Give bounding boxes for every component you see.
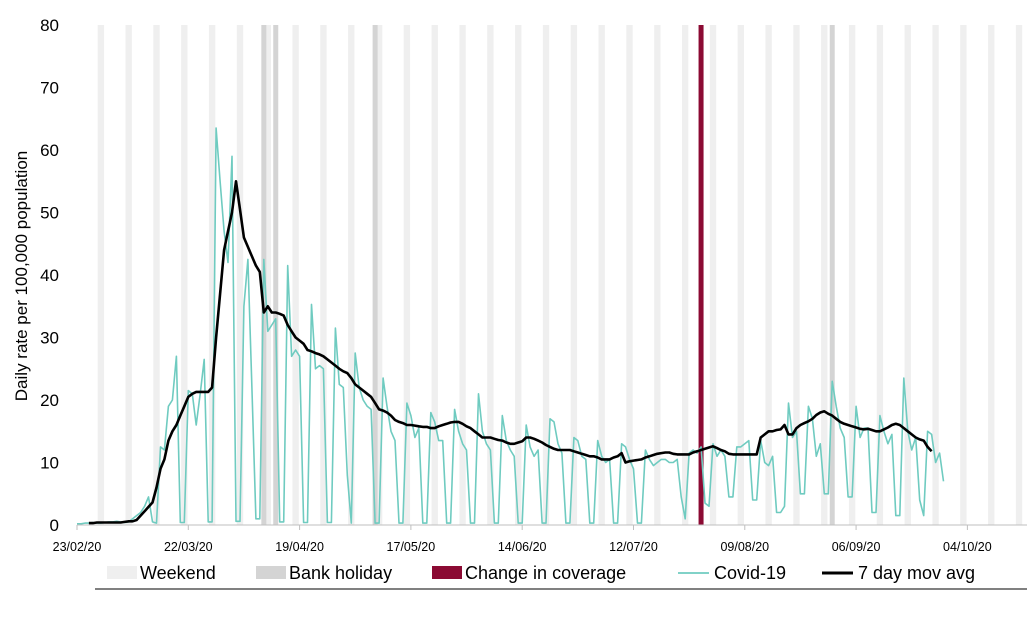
x-tick-label: 17/05/20 (387, 540, 436, 554)
y-tick-label: 0 (50, 516, 59, 535)
weekend-band (431, 25, 438, 525)
x-tick-label: 19/04/20 (275, 540, 324, 554)
weekend-band (181, 25, 188, 525)
weekend-band (765, 25, 772, 525)
weekend-band (848, 25, 856, 525)
weekend-band (153, 25, 160, 525)
weekend-band (960, 25, 967, 525)
bank-holiday-band (372, 25, 378, 525)
legend-item-covid: Covid-19 (678, 563, 786, 583)
weekend-band (375, 25, 383, 525)
y-tick-label: 50 (40, 204, 59, 223)
y-tick-label: 10 (40, 454, 59, 473)
weekend-band (570, 25, 578, 525)
weekend-band (348, 25, 355, 525)
x-tick-label: 14/06/20 (498, 540, 547, 554)
weekend-band (459, 25, 466, 525)
weekend-band (320, 25, 327, 525)
x-tick-label: 06/09/20 (832, 540, 881, 554)
x-axis-ticks: 23/02/20 22/03/20 19/04/20 17/05/20 14/06/20… (53, 525, 992, 554)
y-axis-label: Daily rate per 100,000 population (12, 151, 31, 401)
x-tick-label: 12/07/20 (609, 540, 658, 554)
weekend-band (932, 25, 939, 525)
background-bands (97, 25, 1023, 525)
bank-holiday-band (829, 25, 835, 525)
legend-swatch (107, 566, 137, 579)
plot-area (77, 25, 945, 525)
weekend-band (208, 25, 216, 525)
weekend-band (709, 25, 717, 525)
coverage-change-marker (698, 25, 704, 525)
weekend-band (292, 25, 299, 525)
legend-label: 7 day mov avg (858, 563, 975, 583)
x-tick-label: 22/03/20 (164, 540, 213, 554)
weekend-band (876, 25, 884, 525)
weekend-band (125, 25, 132, 525)
weekend-band (598, 25, 605, 525)
weekend-band (403, 25, 411, 525)
legend-item-moving-average: 7 day mov avg (822, 563, 975, 583)
legend-item-weekend: Weekend (107, 563, 216, 583)
weekend-band (487, 25, 494, 525)
y-tick-label: 20 (40, 391, 59, 410)
y-axis-ticks: 0 10 20 30 40 50 60 70 80 (40, 16, 59, 535)
y-tick-label: 60 (40, 141, 59, 160)
weekend-band (97, 25, 105, 525)
legend-label: Covid-19 (714, 563, 786, 583)
legend-label: Bank holiday (289, 563, 392, 583)
bank-holiday-band (273, 25, 279, 525)
weekend-band (793, 25, 800, 525)
y-tick-label: 40 (40, 266, 59, 285)
weekend-band (1015, 25, 1023, 525)
weekend-band (515, 25, 522, 525)
weekend-band (654, 25, 661, 525)
legend-swatch (256, 566, 286, 579)
y-tick-label: 80 (40, 16, 59, 35)
weekend-band (264, 25, 271, 525)
weekend-band (626, 25, 633, 525)
weekend-band (681, 25, 689, 525)
y-tick-label: 30 (40, 329, 59, 348)
series-line-7-day-mov-avg (88, 180, 933, 525)
legend-label: Change in coverage (465, 563, 626, 583)
weekend-band (821, 25, 828, 525)
y-tick-label: 70 (40, 79, 59, 98)
legend: Weekend Bank holiday Change in coverage Cov… (107, 563, 975, 583)
weekend-band (737, 25, 744, 525)
x-tick-label: 09/08/20 (720, 540, 769, 554)
x-tick-label: 04/10/20 (943, 540, 992, 554)
legend-item-coverage: Change in coverage (432, 563, 626, 583)
series-line-covid-19 (77, 127, 945, 525)
legend-swatch (432, 566, 462, 579)
weekend-band (904, 25, 911, 525)
x-tick-label: 23/02/20 (53, 540, 102, 554)
weekend-band (542, 25, 550, 525)
weekend-band (236, 25, 244, 525)
weekend-band (988, 25, 995, 525)
legend-label: Weekend (140, 563, 216, 583)
legend-item-bank-holiday: Bank holiday (256, 563, 392, 583)
